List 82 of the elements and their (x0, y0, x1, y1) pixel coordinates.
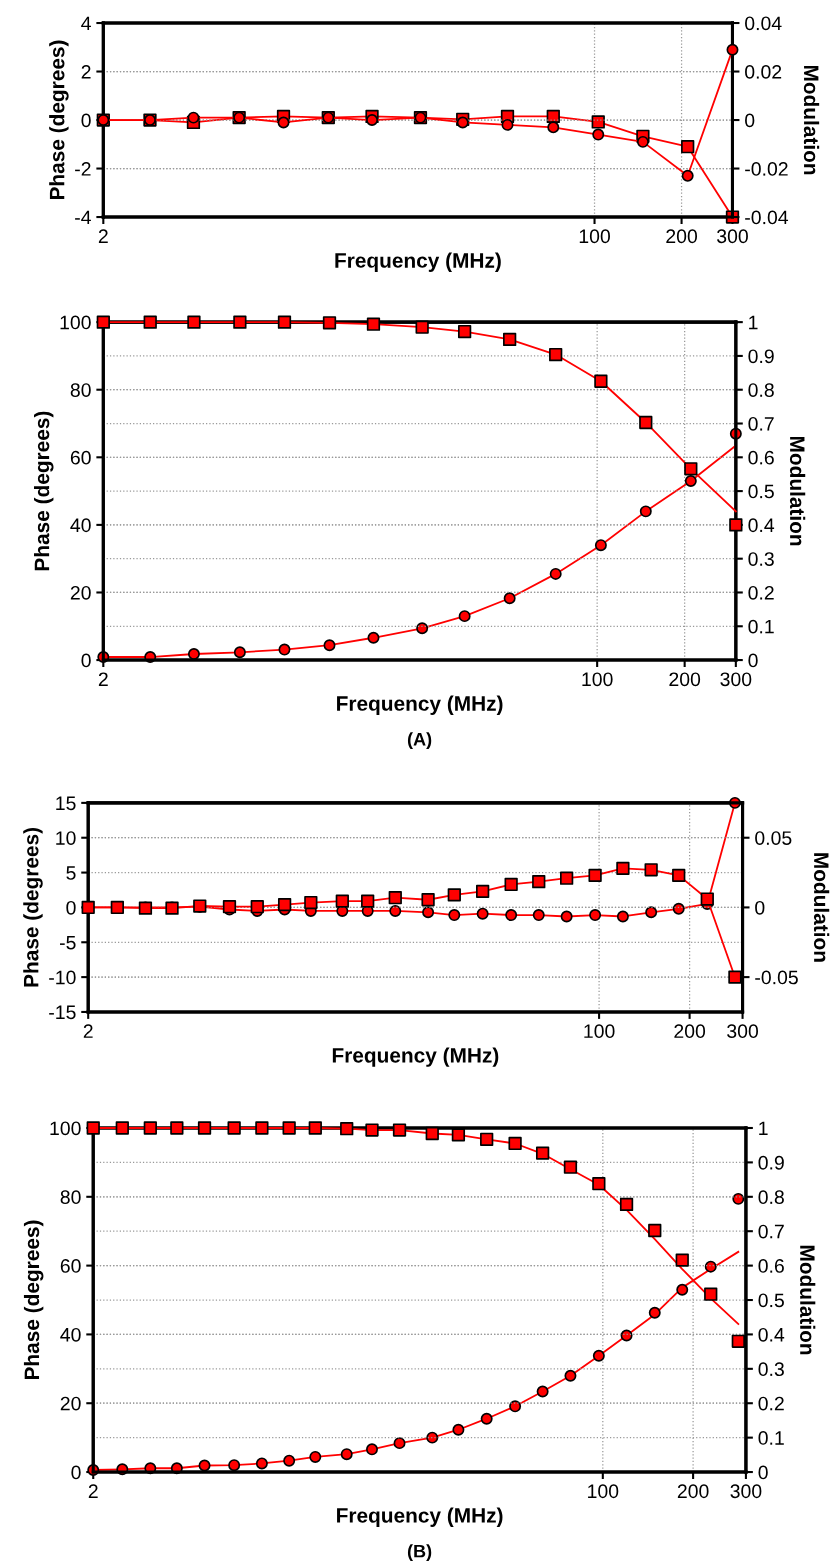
x-tick-label: 100 (584, 1024, 615, 1039)
y2-tick-label: 0.9 (748, 349, 774, 364)
y2-tick-label: 0.4 (758, 1327, 785, 1342)
y-tick-label: 100 (50, 1121, 81, 1136)
text: (A) (407, 732, 432, 750)
y2-tick-label: 1 (749, 315, 758, 330)
y2-tick-label: 0.5 (758, 1293, 784, 1308)
x-tick-label: 200 (669, 672, 701, 687)
x-tick-label: 2 (98, 672, 108, 686)
y-tick-label: 80 (60, 1190, 81, 1205)
y2-tick-label: 0.8 (758, 1190, 784, 1205)
y2-tick-label: -0.02 (745, 162, 788, 176)
y-tick-label: 20 (70, 585, 91, 600)
x-axis-title: Frequency (MHz) (337, 1507, 503, 1527)
y-tick-label: 20 (60, 1396, 81, 1411)
y2-tick-label: 0.1 (748, 619, 774, 634)
y-tick-label: 40 (70, 518, 91, 533)
y2-tick-label: 0.8 (748, 383, 774, 397)
y2-tick-label: 0.05 (755, 831, 792, 845)
y2-tick-label: 0.3 (748, 552, 774, 566)
y2-tick-label: 0.6 (748, 450, 774, 465)
x-tick-label: 100 (579, 229, 610, 244)
y2-axis-title: Modulation (803, 65, 820, 175)
y2-tick-label: 0.3 (758, 1362, 784, 1377)
y2-tick-label: 0.7 (748, 416, 774, 431)
y2-tick-label: 0.04 (745, 16, 782, 31)
x-tick-label: 2 (98, 229, 108, 243)
y2-tick-label: 0.7 (758, 1224, 784, 1239)
y-axis-title: Phase (degrees) (23, 827, 43, 987)
y2-tick-label: 0 (758, 1465, 768, 1480)
x-tick-label: 100 (582, 672, 613, 687)
y2-tick-label: 0 (745, 113, 755, 128)
x-tick-label: 200 (666, 229, 698, 244)
y2-tick-label: 0 (755, 900, 765, 915)
y2-tick-label: 1 (759, 1121, 768, 1136)
y2-tick-label: 0.6 (758, 1259, 784, 1273)
x-axis-title: Frequency (MHz) (332, 1047, 499, 1067)
y-tick-label: 60 (60, 1259, 81, 1273)
y-tick-label: 0 (81, 653, 91, 668)
text: (B) (407, 1544, 432, 1562)
y2-tick-label: 0.1 (758, 1431, 784, 1445)
y-tick-label: 100 (60, 315, 91, 330)
y-tick-label: -10 (49, 970, 76, 985)
y-tick-label: 0 (81, 113, 91, 128)
y2-tick-label: 0.02 (745, 64, 782, 79)
x-tick-label: 100 (588, 1484, 619, 1499)
y-tick-label: -4 (75, 210, 91, 225)
y2-tick-label: -0.05 (755, 970, 798, 985)
y2-tick-label: 0.2 (758, 1396, 784, 1411)
x-axis-title: Frequency (MHz) (337, 695, 503, 715)
y-tick-label: 0 (71, 1465, 81, 1480)
y-axis-title: Phase (degrees) (34, 411, 54, 571)
y2-tick-label: 0.4 (748, 518, 775, 533)
y2-tick-label: 0.2 (748, 585, 774, 600)
x-tick-label: 300 (727, 1024, 759, 1039)
y2-axis-title: Modulation (789, 436, 806, 546)
y-tick-label: 10 (56, 831, 76, 845)
x-axis-title: Frequency (MHz) (335, 252, 501, 272)
y2-tick-label: 0.5 (748, 484, 774, 499)
y-tick-label: 4 (81, 16, 91, 31)
y-tick-label: 60 (70, 450, 91, 465)
y-tick-label: 5 (66, 866, 76, 880)
y-tick-label: -5 (59, 935, 76, 950)
x-tick-label: 300 (720, 672, 752, 687)
y-tick-label: 80 (70, 383, 91, 397)
y2-tick-label: 0 (748, 653, 758, 668)
y-tick-label: 40 (60, 1327, 81, 1342)
y-axis-title: Phase (degrees) (49, 40, 69, 200)
y2-tick-label: -0.04 (745, 210, 789, 225)
y2-axis-title: Modulation (813, 853, 830, 962)
y-tick-label: 0 (66, 900, 76, 915)
y2-axis-title: Modulation (800, 1245, 816, 1355)
y2-tick-label: 0.9 (758, 1155, 784, 1170)
y-tick-label: 2 (81, 64, 91, 79)
y-axis-title: Phase (degrees) (23, 1220, 44, 1380)
y-tick-label: 15 (56, 796, 76, 811)
x-tick-label: 200 (674, 1024, 706, 1039)
y-tick-label: -15 (49, 1005, 76, 1020)
x-tick-label: 300 (730, 1484, 762, 1499)
x-tick-label: 300 (717, 229, 748, 244)
y-tick-label: -2 (75, 162, 91, 176)
x-tick-label: 200 (677, 1484, 709, 1499)
